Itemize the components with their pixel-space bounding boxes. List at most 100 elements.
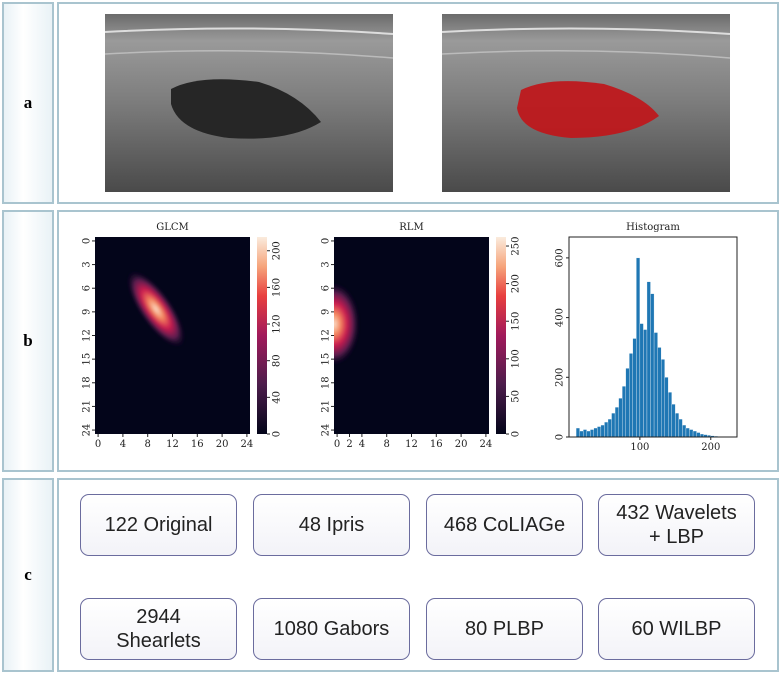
- y-tick-label: 15: [321, 353, 332, 366]
- y-tick-label: 0: [82, 238, 93, 244]
- feature-box: 122 Original: [80, 494, 237, 556]
- feature-box: 80 PLBP: [426, 598, 583, 660]
- y-tick-label: 24: [82, 424, 93, 437]
- feature-box: 468 CoLIAGe: [426, 494, 583, 556]
- feature-box: 2944 Shearlets: [80, 598, 237, 660]
- histogram-bar: [614, 406, 619, 438]
- histogram-bar: [685, 427, 690, 438]
- histogram-bar: [678, 418, 683, 438]
- histogram-bar: [575, 427, 580, 438]
- heatmap-background: [334, 237, 489, 434]
- histogram-bar: [607, 418, 612, 438]
- histogram-bar: [622, 386, 626, 438]
- colorbar: [496, 237, 506, 434]
- x-tick-label: 20: [455, 439, 468, 450]
- histogram-bar: [632, 338, 637, 438]
- histogram-bar: [657, 347, 662, 438]
- ultrasound-images: [104, 14, 731, 192]
- histogram-bar: [643, 329, 648, 438]
- histogram-bar: [636, 257, 641, 438]
- x-tick-label: 8: [145, 439, 151, 450]
- colorbar: [257, 237, 267, 434]
- x-tick-label: 24: [480, 439, 493, 450]
- histogram-bar: [590, 429, 594, 438]
- x-tick-label: 8: [384, 439, 390, 450]
- histogram-bar: [586, 430, 591, 438]
- histogram-bar: [579, 430, 584, 438]
- histogram-bar: [625, 368, 630, 438]
- histogram-bar: [696, 432, 701, 438]
- colorbar-tick-label: 100: [511, 349, 522, 368]
- chart-title: Histogram: [626, 222, 680, 233]
- y-tick-label: 600: [555, 248, 566, 267]
- colorbar-tick-label: 40: [272, 391, 283, 404]
- heatmap-intensity: [126, 270, 186, 348]
- x-tick-label: 12: [166, 439, 179, 450]
- y-tick-label: 6: [321, 285, 332, 291]
- heatmap-intensity: [334, 282, 360, 366]
- histogram-bar: [593, 427, 598, 438]
- feature-box: 1080 Gabors: [253, 598, 410, 660]
- colorbar-tick-label: 250: [511, 236, 522, 255]
- y-tick-label: 400: [555, 308, 566, 327]
- y-tick-label: 15: [82, 353, 93, 366]
- histogram-bar: [675, 412, 680, 438]
- y-tick-label: 3: [321, 261, 332, 267]
- histogram-bar: [646, 281, 651, 438]
- feature-box: 432 Wavelets + LBP: [598, 494, 755, 556]
- panel-c: 122 Original 48 Ipris 468 CoLIAGe 432 Wavel…: [57, 478, 779, 672]
- histogram-bar: [600, 424, 605, 438]
- y-tick-label: 9: [82, 309, 93, 315]
- colorbar-tick-label: 50: [511, 390, 522, 403]
- y-tick-label: 24: [321, 424, 332, 437]
- x-tick-label: 12: [405, 439, 418, 450]
- colorbar-tick-label: 200: [272, 241, 283, 260]
- x-tick-label: 4: [359, 439, 365, 450]
- y-tick-label: 200: [555, 368, 566, 387]
- intensity-blob: [126, 270, 186, 348]
- x-tick-label: 0: [95, 439, 101, 450]
- y-tick-label: 21: [82, 400, 93, 413]
- histogram-bar: [611, 412, 616, 438]
- x-tick-label: 0: [334, 439, 340, 450]
- panel-b: GLCM 0 4 8 12 16 20 24 0 3 6 9 12 15 18 21 24 0 40 80 120 160…: [57, 210, 779, 472]
- y-tick-label: 18: [82, 376, 93, 389]
- colorbar-tick-label: 0: [272, 431, 283, 437]
- colorbar-tick-label: 120: [272, 314, 283, 333]
- panel-a: [57, 2, 779, 204]
- histogram-bar: [618, 398, 623, 438]
- plot-frame: [568, 236, 738, 438]
- feature-box: 60 WILBP: [598, 598, 755, 660]
- histogram-bar: [650, 293, 655, 438]
- y-tick-label: 0: [555, 434, 566, 440]
- ultrasound-segmented: [441, 14, 731, 192]
- histogram-bar: [668, 392, 672, 438]
- x-tick-label: 200: [701, 442, 720, 453]
- feature-box: 48 Ipris: [253, 494, 410, 556]
- colorbar-tick-label: 150: [511, 312, 522, 331]
- histogram-bar: [689, 429, 694, 438]
- x-tick-label: 24: [241, 439, 254, 450]
- colorbar-tick-label: 160: [272, 278, 283, 297]
- intensity-blob: [334, 282, 360, 366]
- ultrasound-original: [104, 14, 394, 192]
- y-tick-label: 21: [321, 400, 332, 413]
- panel-label: b: [2, 210, 54, 472]
- panel-label: a: [2, 2, 54, 204]
- histogram-bar: [583, 429, 587, 438]
- y-tick-label: 12: [321, 329, 332, 342]
- histogram-bar: [629, 353, 633, 438]
- chart-title: RLM: [399, 222, 423, 233]
- panel-label: c: [2, 478, 54, 672]
- x-tick-label: 100: [630, 442, 649, 453]
- histogram-bar: [639, 323, 644, 438]
- y-tick-label: 3: [82, 261, 93, 267]
- x-tick-label: 20: [216, 439, 229, 450]
- y-tick-label: 6: [82, 285, 93, 291]
- y-tick-label: 0: [321, 238, 332, 244]
- histogram-bar: [692, 430, 697, 438]
- histogram-bar: [653, 332, 658, 438]
- y-tick-label: 18: [321, 376, 332, 389]
